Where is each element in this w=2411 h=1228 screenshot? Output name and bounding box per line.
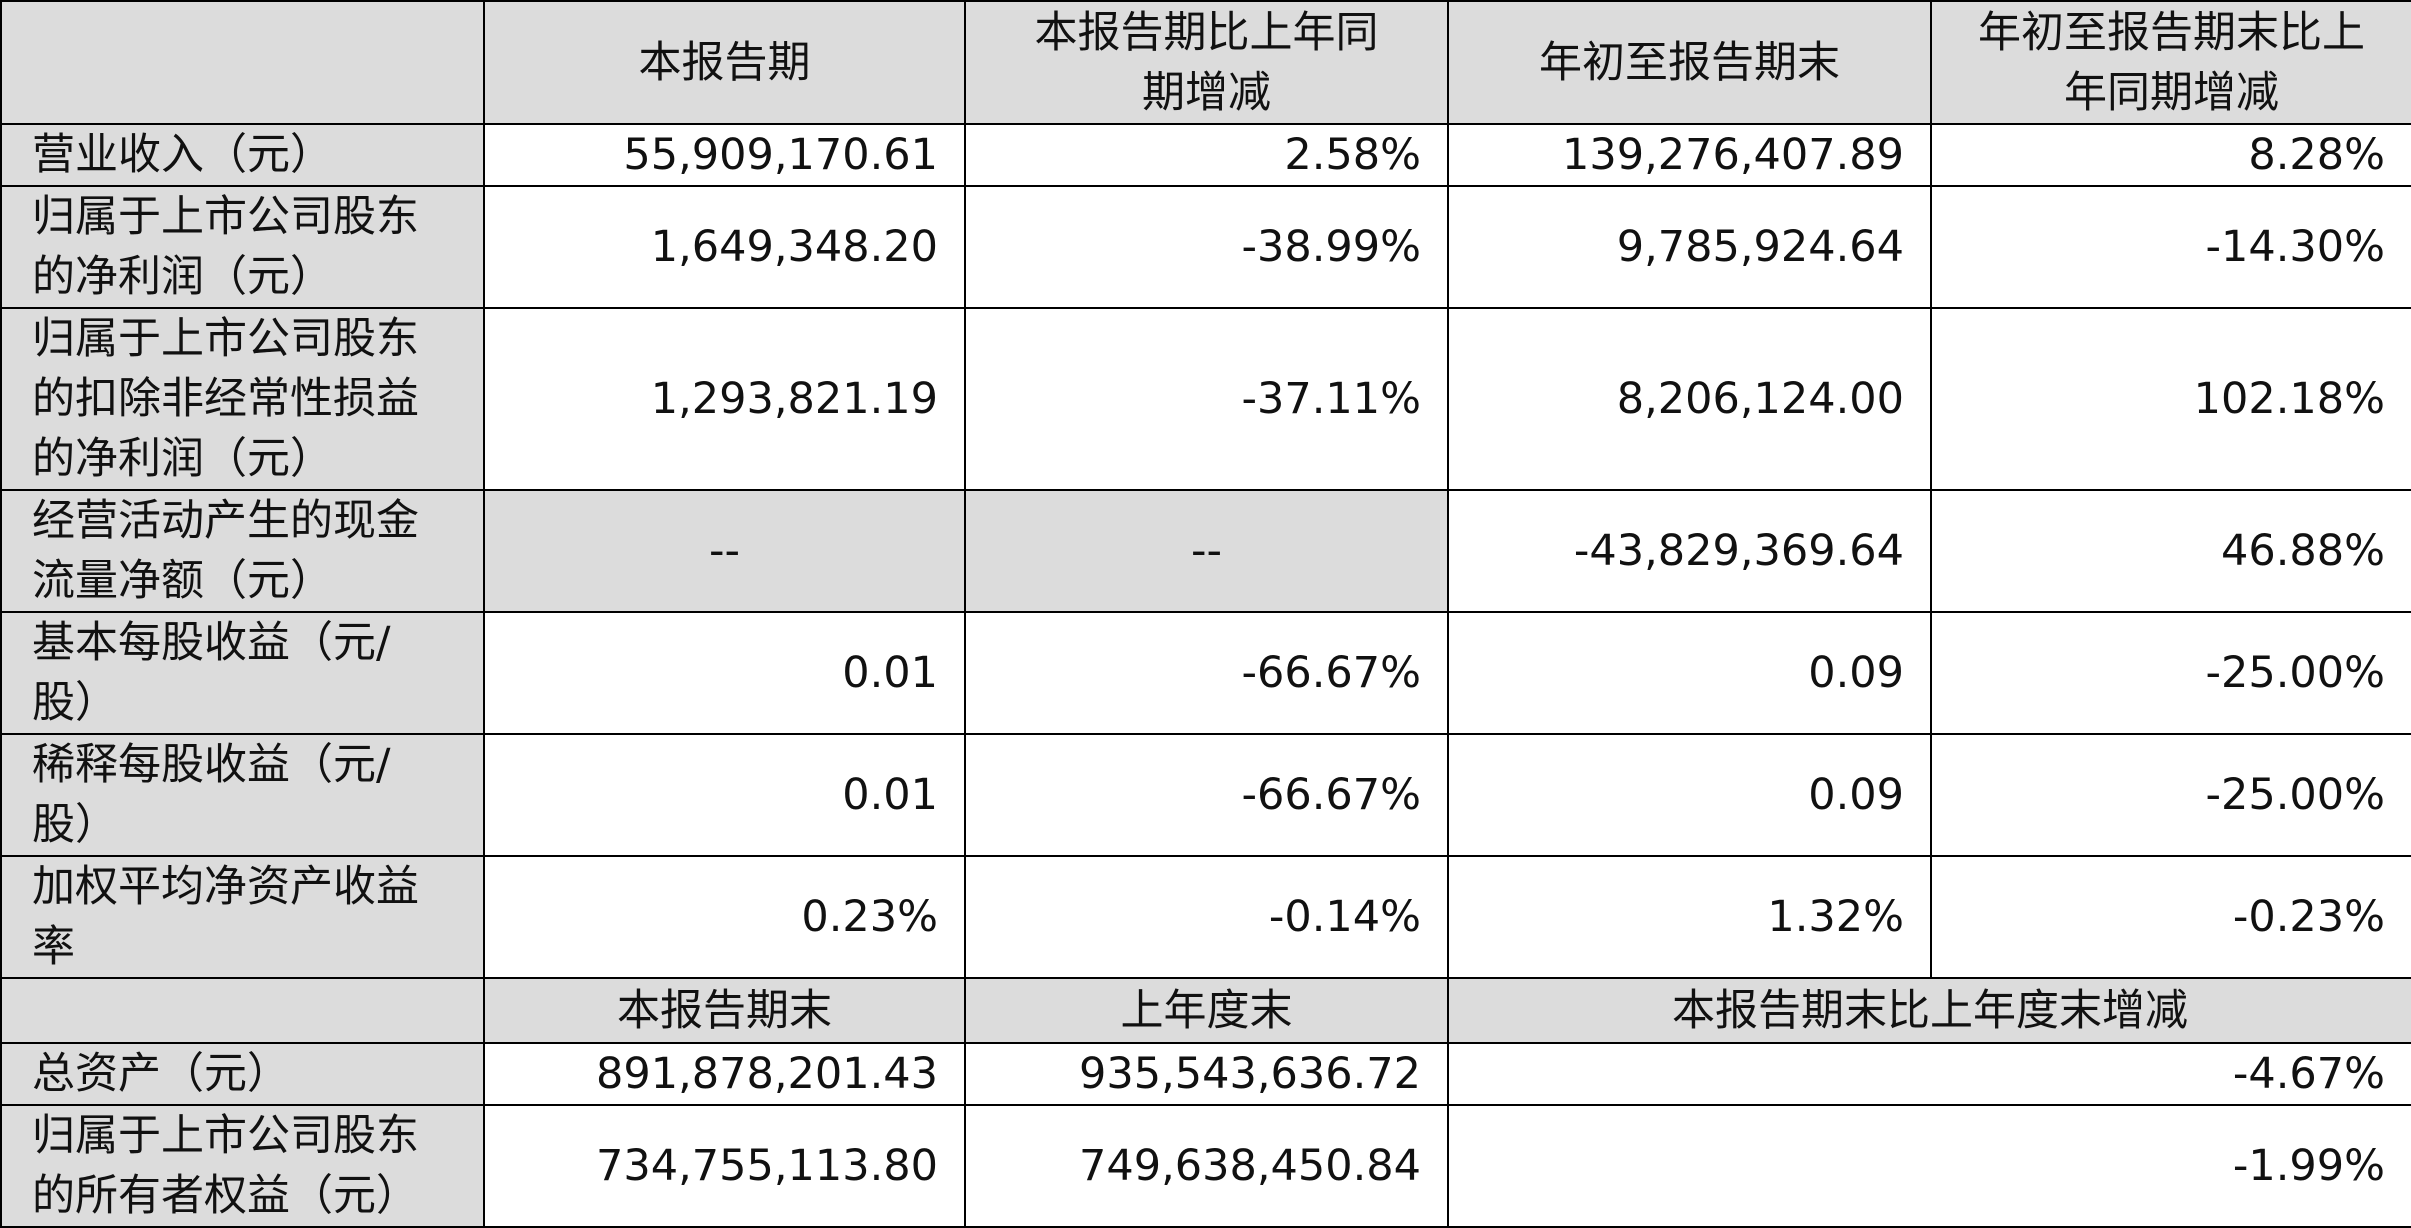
table-cell: -25.00% (1930, 611, 2411, 735)
table-cell: -38.99% (964, 185, 1449, 309)
table-cell: -1.99% (1447, 1104, 2411, 1228)
table-row: 经营活动产生的现金流量净额（元） -- -- -43,829,369.64 46.88% (0, 489, 2411, 613)
empty-cell (0, 977, 485, 1044)
table-cell: 归属于上市公司股东的净利润（元） (0, 185, 485, 309)
table-cell: 营业收入（元） (0, 123, 485, 187)
table-row: 加权平均净资产收益率 0.23% -0.14% 1.32% -0.23% (0, 855, 2411, 979)
table-cell: -37.11% (964, 307, 1449, 491)
table-cell: 0.09 (1447, 733, 1932, 857)
table-cell: -14.30% (1930, 185, 2411, 309)
table-cell: 上年度末 (964, 977, 1449, 1044)
table-row: 基本每股收益（元/股） 0.01 -66.67% 0.09 -25.00% (0, 611, 2411, 735)
table-cell: 46.88% (1930, 489, 2411, 613)
table-row: 总资产（元） 891,878,201.43 935,543,636.72 -4.67% (0, 1042, 2411, 1106)
table-cell: -0.23% (1930, 855, 2411, 979)
table-cell: 0.23% (483, 855, 966, 979)
table-cell: 0.01 (483, 611, 966, 735)
table-row: 本报告期 本报告期比上年同期增减 年初至报告期末 年初至报告期末比上年同期增减 (0, 0, 2411, 125)
table-cell: -25.00% (1930, 733, 2411, 857)
table-cell: 891,878,201.43 (483, 1042, 966, 1106)
table-row: 归属于上市公司股东的净利润（元） 1,649,348.20 -38.99% 9,785… (0, 185, 2411, 309)
table-row: 营业收入（元） 55,909,170.61 2.58% 139,276,407.89 8… (0, 123, 2411, 187)
table-cell: 749,638,450.84 (964, 1104, 1449, 1228)
table-cell: -- (964, 489, 1449, 613)
table-row: 归属于上市公司股东的所有者权益（元） 734,755,113.80 749,638,… (0, 1104, 2411, 1228)
table-cell: 102.18% (1930, 307, 2411, 491)
table-cell: 55,909,170.61 (483, 123, 966, 187)
table-cell: -66.67% (964, 611, 1449, 735)
table-cell: 归属于上市公司股东的扣除非经常性损益的净利润（元） (0, 307, 485, 491)
table-cell: 0.01 (483, 733, 966, 857)
table-row: 稀释每股收益（元/股） 0.01 -66.67% 0.09 -25.00% (0, 733, 2411, 857)
table-cell: -43,829,369.64 (1447, 489, 1932, 613)
table-cell: 经营活动产生的现金流量净额（元） (0, 489, 485, 613)
table-cell: 1,293,821.19 (483, 307, 966, 491)
table-cell: 本报告期比上年同期增减 (964, 0, 1449, 125)
table-cell: 0.09 (1447, 611, 1932, 735)
table-cell: 本报告期末比上年度末增减 (1447, 977, 2411, 1044)
table-cell: 本报告期 (483, 0, 966, 125)
table-cell: 基本每股收益（元/股） (0, 611, 485, 735)
table-cell: 总资产（元） (0, 1042, 485, 1106)
table-cell: 归属于上市公司股东的所有者权益（元） (0, 1104, 485, 1228)
table-cell: 8.28% (1930, 123, 2411, 187)
table-cell: -4.67% (1447, 1042, 2411, 1106)
table-cell: 年初至报告期末 (1447, 0, 1932, 125)
table-cell: 139,276,407.89 (1447, 123, 1932, 187)
table-cell: -66.67% (964, 733, 1449, 857)
table-row: 本报告期末 上年度末 本报告期末比上年度末增减 (0, 977, 2411, 1044)
table-cell: 8,206,124.00 (1447, 307, 1932, 491)
table-cell: 2.58% (964, 123, 1449, 187)
table-cell: 9,785,924.64 (1447, 185, 1932, 309)
table-cell: 1,649,348.20 (483, 185, 966, 309)
table-cell: -- (483, 489, 966, 613)
table-row: 归属于上市公司股东的扣除非经常性损益的净利润（元） 1,293,821.19 -37… (0, 307, 2411, 491)
table-cell: 1.32% (1447, 855, 1932, 979)
table-cell: 稀释每股收益（元/股） (0, 733, 485, 857)
table-cell: 本报告期末 (483, 977, 966, 1044)
table-cell: 加权平均净资产收益率 (0, 855, 485, 979)
table-cell: 年初至报告期末比上年同期增减 (1930, 0, 2411, 125)
table-cell: 935,543,636.72 (964, 1042, 1449, 1106)
empty-cell (0, 0, 485, 125)
table-cell: -0.14% (964, 855, 1449, 979)
table-cell: 734,755,113.80 (483, 1104, 966, 1228)
